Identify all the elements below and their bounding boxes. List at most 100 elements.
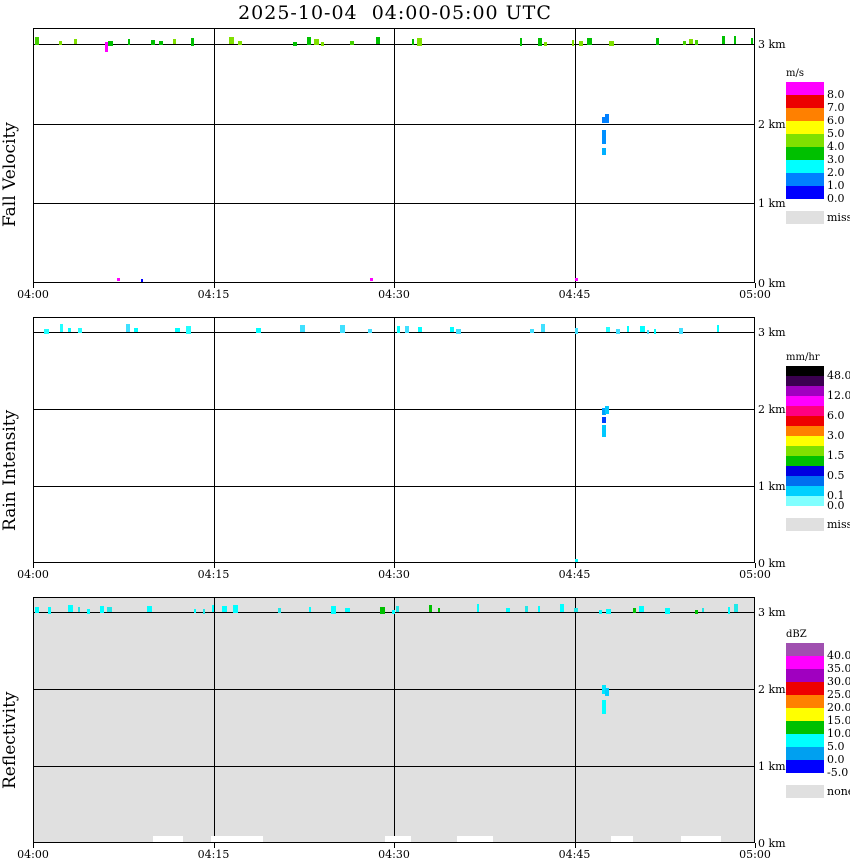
- colorbar-tick-label: 0.0: [827, 499, 845, 512]
- data-cell: [689, 38, 693, 44]
- colorbar-swatches-reflectivity: [786, 643, 824, 773]
- data-cell: [574, 608, 578, 613]
- xtickmark-0415: [213, 283, 215, 288]
- data-cell: [44, 329, 49, 335]
- xtick-0415: 04:15: [197, 848, 230, 861]
- data-cell: [87, 609, 90, 615]
- data-cell-shower: [601, 117, 606, 124]
- colorbar-missing-label: none: [827, 785, 850, 798]
- xtick-0430: 04:30: [378, 848, 410, 861]
- data-cell: [397, 326, 400, 334]
- data-cell: [314, 38, 319, 45]
- xtick-0445: 04:45: [558, 848, 591, 861]
- colorbar-swatch: [786, 134, 824, 147]
- xtick-0415: 04:15: [197, 288, 230, 301]
- colorbar-tick-label: 6.0: [827, 114, 845, 127]
- data-cell: [722, 35, 725, 44]
- data-cell: [456, 329, 461, 335]
- data-cell: [654, 329, 656, 335]
- vgridline-0430: [394, 317, 395, 563]
- colorbar-tick-label: 35.0: [827, 662, 850, 675]
- colorbar-swatch: [786, 695, 824, 708]
- data-cell: [256, 328, 261, 334]
- data-cell: [639, 606, 644, 613]
- xtick-0400: 04:00: [17, 568, 49, 581]
- colorbar-swatch: [786, 366, 824, 376]
- colorbar-swatch: [786, 436, 824, 446]
- ytick-2-km: 2 km: [758, 683, 786, 697]
- data-cell: [345, 608, 350, 613]
- colorbar-swatch: [786, 173, 824, 186]
- data-cell: [35, 36, 39, 45]
- panel-reflectivity: [33, 597, 789, 843]
- vgridline-0415: [213, 597, 215, 843]
- colorbar-missing-swatch: [786, 785, 824, 798]
- data-cell: [396, 606, 399, 613]
- xtick-0500: 05:00: [739, 848, 771, 861]
- data-cell: [734, 604, 738, 613]
- data-cell: [530, 329, 534, 334]
- ytick-0-km: 0 km: [758, 557, 786, 570]
- colorbar-tick-label: 30.0: [827, 675, 850, 688]
- colorbar-tick-label: 0.0: [827, 753, 845, 766]
- colorbar-swatch: [786, 708, 824, 721]
- panel-fall-velocity: [33, 28, 755, 283]
- colorbar-tick-label: 3.0: [827, 429, 845, 442]
- nodata-patch: [457, 836, 493, 842]
- colorbar-swatch: [786, 760, 824, 773]
- data-cell: [368, 329, 372, 334]
- xtick-0400: 04:00: [17, 848, 49, 861]
- nodata-patch: [767, 836, 789, 842]
- nodata-patch: [385, 836, 411, 842]
- colorbar-tick-label: 4.0: [827, 140, 845, 153]
- data-cell: [222, 606, 227, 613]
- ytick-3-km: 3 km: [758, 37, 786, 51]
- colorbar-swatch: [786, 396, 824, 406]
- data-cell: [429, 605, 432, 613]
- data-cell-shower: [601, 130, 606, 144]
- colorbar-swatch: [786, 386, 824, 396]
- colorbar-swatch: [786, 466, 824, 476]
- panel-rain-intensity: [33, 317, 755, 563]
- data-cell-lowlevel: [574, 559, 578, 563]
- colorbar-tick-label: 6.0: [827, 409, 845, 422]
- xtick-0430: 04:30: [378, 568, 410, 581]
- data-cell: [572, 39, 574, 46]
- xtickmark-0430: [394, 563, 395, 568]
- colorbar-swatch: [786, 486, 824, 496]
- data-cell: [186, 326, 191, 335]
- data-cell: [74, 38, 77, 44]
- ytick-3-km: 3 km: [758, 326, 786, 340]
- colorbar-tick-label: 15.0: [827, 714, 850, 727]
- data-cell: [606, 327, 610, 333]
- colorbar-swatch: [786, 376, 824, 386]
- colorbar-swatch: [786, 416, 824, 426]
- data-cell: [728, 607, 730, 615]
- data-cell: [538, 606, 540, 613]
- data-cell: [695, 610, 698, 615]
- data-cell-shower: [604, 687, 609, 696]
- data-cell: [538, 37, 542, 46]
- colorbar-swatch: [786, 476, 824, 486]
- vgridline-0445: [574, 597, 576, 843]
- data-cell: [609, 40, 614, 46]
- data-cell: [587, 37, 592, 45]
- data-cell: [300, 325, 305, 333]
- colorbar-swatch: [786, 747, 824, 760]
- vgridline-0445: [574, 317, 576, 563]
- xtickmark-0400: [33, 843, 34, 848]
- xtickmark-0445: [574, 843, 576, 848]
- data-cell-shower: [601, 416, 606, 423]
- xtickmark-0500: [755, 843, 756, 848]
- xtick-0500: 05:00: [739, 568, 771, 581]
- ytick-1-km: 1 km: [758, 760, 786, 774]
- nodata-patch: [211, 836, 263, 842]
- data-cell: [702, 608, 704, 613]
- data-cell: [212, 605, 214, 613]
- vgridline-0415: [213, 28, 215, 283]
- data-cell: [108, 40, 113, 46]
- data-cell: [627, 326, 629, 333]
- ytick-1-km: 1 km: [758, 480, 786, 494]
- data-cell: [48, 607, 51, 615]
- colorbar-missing-label: miss: [827, 211, 850, 224]
